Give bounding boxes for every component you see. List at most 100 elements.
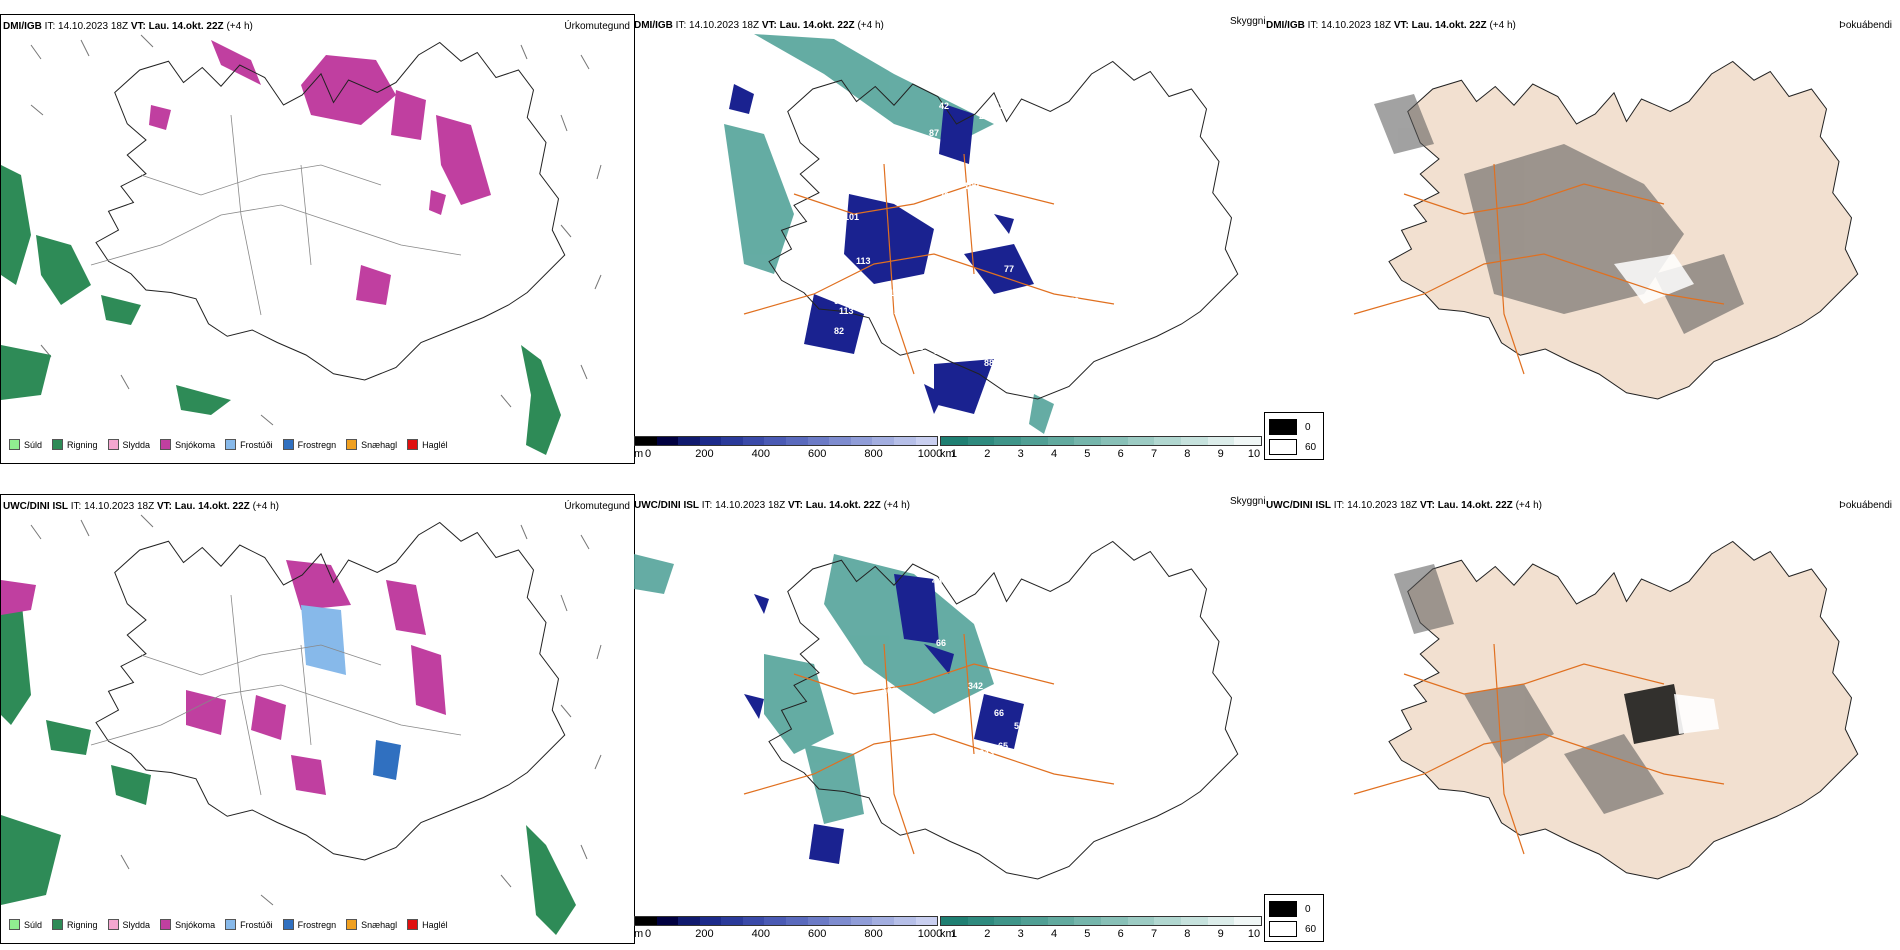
legend-item: Frostúði xyxy=(225,439,273,450)
fog-legend-item: 0 xyxy=(1269,419,1311,435)
valid-time-label: VT: xyxy=(156,501,172,512)
visibility-value-label: 170 xyxy=(1064,296,1079,306)
colorbar-cell xyxy=(850,437,873,445)
colorbar-cell xyxy=(742,437,765,445)
header-visibility-row1: DMI/IGB IT: 14.10.2023 18Z VT: Lau. 14.o… xyxy=(634,20,884,32)
colorbar-cell xyxy=(1154,437,1182,445)
colorbar-cell xyxy=(1127,917,1155,925)
colorbar-tick: 600 xyxy=(808,928,827,940)
model-name: UWC/DINI ISL xyxy=(1266,500,1331,511)
valid-time: Lau. 14.okt. 22Z xyxy=(1437,500,1513,511)
legend-item: Snæhagl xyxy=(346,439,397,450)
visibility-value-label: 82 xyxy=(834,326,844,336)
colorbar-cell xyxy=(807,917,830,925)
valid-time-label: VT: xyxy=(130,21,146,32)
visibility-value-label: 109 xyxy=(934,346,949,356)
fog-clear xyxy=(1614,254,1694,304)
legend-swatch xyxy=(107,439,119,450)
legend-label: Rigning xyxy=(67,439,98,450)
valid-time: Lau. 14.okt. 22Z xyxy=(174,501,250,512)
colorbar-cell xyxy=(764,437,787,445)
roads xyxy=(1353,643,1725,855)
legend-label: Snæhagl xyxy=(361,439,398,450)
legend-swatch xyxy=(9,439,20,450)
fog-legend-row2: 0 60 xyxy=(1264,894,1324,942)
legend-swatch xyxy=(52,919,64,930)
header-fog-row2: UWC/DINI ISL IT: 14.10.2023 18Z VT: Lau.… xyxy=(1266,500,1542,512)
colorbar-tick: 4 xyxy=(1050,928,1058,940)
colorbar-cell xyxy=(1127,437,1155,445)
teal-vis-areas xyxy=(724,34,1054,434)
visibility-value-label: 111 xyxy=(909,342,923,352)
visibility-value-label: 18 xyxy=(919,158,929,168)
valid-time: Lau. 14.okt. 22Z xyxy=(779,20,855,31)
legend-label: Rigning xyxy=(67,919,98,930)
legend-item: Rigning xyxy=(52,919,98,930)
init-time: IT: 14.10.2023 18Z xyxy=(1307,20,1392,31)
wind-barbs xyxy=(30,34,602,426)
visibility-value-label: 80 xyxy=(1012,352,1022,362)
valid-time-label: VT: xyxy=(787,500,803,511)
colorbar-tick: 6 xyxy=(1117,928,1124,940)
colorbar-cell xyxy=(786,917,808,925)
colorbar-cell xyxy=(1021,917,1048,925)
colorbar-tick: 200 xyxy=(695,448,714,460)
iceland-land xyxy=(1388,540,1859,880)
colorbar-tick: 5 xyxy=(1084,448,1091,460)
fog-panel-row1: DMI/IGB IT: 14.10.2023 18Z VT: Lau. 14.o… xyxy=(1264,14,1900,462)
colorbar-cell xyxy=(786,437,808,445)
legend-label: Frostregn xyxy=(297,919,337,930)
valid-time: Lau. 14.okt. 22Z xyxy=(148,21,224,32)
valid-time-label: VT: xyxy=(1419,500,1435,511)
colorbar-ticks: m 0 200 400 600 800 1000 xyxy=(634,446,942,460)
colorbar-cell xyxy=(872,437,894,445)
visibility-value-label: 101 xyxy=(844,212,859,222)
height-colorbar-row2: m 0 200 400 600 800 1000 xyxy=(634,916,942,944)
visibility-value-label: 109 xyxy=(964,181,979,191)
colorbar-cell xyxy=(635,437,657,445)
fog-shading xyxy=(1394,564,1664,814)
visibility-value-label: 44 xyxy=(932,576,942,586)
legend-label: Súld xyxy=(24,439,43,450)
colorbar-cell xyxy=(1234,437,1262,445)
precip-map-row1 xyxy=(1,34,602,455)
colorbar-tick: 2 xyxy=(984,448,991,460)
visibility-value-label: 113 xyxy=(856,256,871,266)
visibility-value-label: 210 xyxy=(914,769,929,779)
fog-legend-label: 0 xyxy=(1305,421,1311,433)
colorbar-tick: 3 xyxy=(1017,448,1024,460)
legend-item: Súld xyxy=(9,439,42,450)
forecast-offset: (+4 h) xyxy=(857,20,884,31)
visibility-value-label: 157 xyxy=(944,274,959,284)
legend-label: Slydda xyxy=(122,919,151,930)
rain-areas xyxy=(1,165,561,455)
colorbar-tick: 7 xyxy=(1150,448,1158,460)
model-name: UWC/DINI ISL xyxy=(634,500,699,511)
colorbar-tick: 3 xyxy=(1017,928,1024,940)
visibility-value-label: 94 xyxy=(794,321,804,331)
visibility-value-label: 19 xyxy=(1044,791,1054,801)
valid-time-label: VT: xyxy=(761,20,777,31)
legend-item: Súld xyxy=(9,919,42,930)
visibility-value-label: 26 xyxy=(939,191,949,201)
visibility-value-label: 360 xyxy=(944,758,959,768)
colorbar-tick: 10 xyxy=(1247,448,1261,460)
legend-swatch xyxy=(282,919,294,930)
colorbar-gradient xyxy=(634,916,938,926)
colorbar-tick: 600 xyxy=(808,448,827,460)
visibility-value-label: 83 xyxy=(932,719,942,729)
visibility-value-label: 42 xyxy=(939,101,949,111)
fog-dark xyxy=(1624,684,1684,744)
colorbar-cell xyxy=(1181,437,1208,445)
colorbar-cell xyxy=(699,437,722,445)
visibility-value-label: 150 xyxy=(889,288,904,298)
roads xyxy=(90,594,462,796)
visibility-value-label: 278 xyxy=(894,306,909,316)
colorbar-cell xyxy=(1181,917,1208,925)
colorbar-tick: 800 xyxy=(864,448,883,460)
colorbar-tick: 4 xyxy=(1050,448,1058,460)
variable-label: Úrkomutegund xyxy=(564,21,630,32)
fog-legend-label: 60 xyxy=(1305,441,1317,453)
visibility-value-label: 87 xyxy=(929,846,939,856)
visibility-value-label: 152 xyxy=(784,646,799,656)
